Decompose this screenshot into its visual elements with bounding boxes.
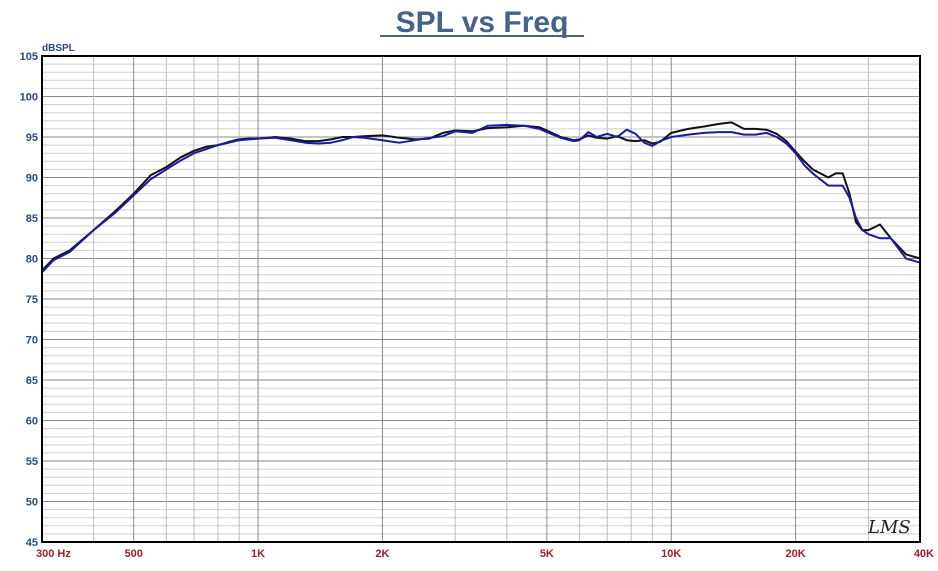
y-tick-label: 55 xyxy=(26,456,38,468)
x-tick-label: 5K xyxy=(540,548,554,560)
series-group xyxy=(41,121,921,273)
x-tick-label: 1K xyxy=(251,548,265,560)
y-tick-label: 75 xyxy=(26,294,38,306)
grid-lines xyxy=(42,56,920,542)
y-tick-label: 45 xyxy=(26,537,38,549)
x-tick-label: 40K xyxy=(914,548,934,560)
x-tick-label: 500 xyxy=(124,548,142,560)
y-axis-unit-label: dBSPL xyxy=(42,43,75,54)
x-tick-label: 2K xyxy=(375,548,389,560)
y-tick-label: 80 xyxy=(26,254,38,266)
y-tick-label: 60 xyxy=(26,416,38,428)
x-tick-label: 20K xyxy=(786,548,806,560)
lms-watermark: LMS xyxy=(867,517,911,538)
y-tick-label: 70 xyxy=(26,335,38,347)
x-tick-label: 300 Hz xyxy=(36,548,71,560)
y-tick-label: 50 xyxy=(26,497,38,509)
x-tick-label: 10K xyxy=(661,548,681,560)
y-tick-label: 105 xyxy=(20,51,38,63)
y-tick-label: 95 xyxy=(26,132,38,144)
chart-title: SPL vs Freq xyxy=(396,6,569,39)
x-axis-ticks: 300 Hz 500 1K 2K 5K 10K 20K 40K xyxy=(36,548,934,560)
series-line-2 xyxy=(41,123,921,273)
y-axis-ticks: 105 100 95 90 85 80 75 70 65 60 55 50 45 xyxy=(20,51,38,549)
y-tick-label: 100 xyxy=(20,92,38,104)
plot-frame xyxy=(41,55,921,543)
y-tick-label: 85 xyxy=(26,213,38,225)
y-tick-label: 90 xyxy=(26,173,38,185)
y-tick-label: 65 xyxy=(26,375,38,387)
